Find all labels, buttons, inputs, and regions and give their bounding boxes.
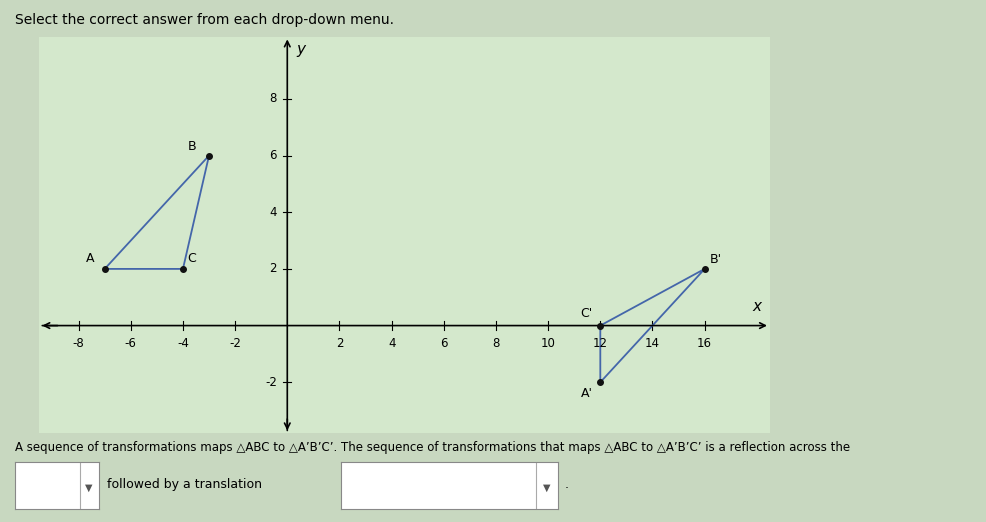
Text: 16: 16 — [696, 337, 712, 350]
Text: 6: 6 — [269, 149, 276, 162]
Text: 2: 2 — [335, 337, 343, 350]
Text: 8: 8 — [492, 337, 499, 350]
Text: A': A' — [580, 386, 592, 399]
Text: -4: -4 — [176, 337, 188, 350]
Text: x: x — [751, 299, 760, 314]
Text: A: A — [86, 252, 94, 265]
Text: followed by a translation: followed by a translation — [106, 478, 261, 491]
Text: B': B' — [709, 253, 721, 266]
Text: -2: -2 — [229, 337, 241, 350]
Text: 14: 14 — [644, 337, 660, 350]
Text: 4: 4 — [387, 337, 395, 350]
Text: ▼: ▼ — [85, 483, 93, 493]
Text: 6: 6 — [440, 337, 447, 350]
Text: C': C' — [580, 307, 592, 320]
Text: 8: 8 — [269, 92, 276, 105]
Text: A sequence of transformations maps △ABC to △A’B’C’. The sequence of transformati: A sequence of transformations maps △ABC … — [15, 441, 849, 454]
Text: 2: 2 — [269, 263, 276, 276]
Text: ▼: ▼ — [542, 483, 550, 493]
Text: 10: 10 — [540, 337, 555, 350]
Text: B: B — [187, 140, 196, 153]
Text: -6: -6 — [124, 337, 137, 350]
Text: y: y — [296, 42, 305, 57]
Text: -2: -2 — [264, 376, 276, 389]
Text: Select the correct answer from each drop-down menu.: Select the correct answer from each drop… — [15, 13, 393, 27]
Text: -8: -8 — [73, 337, 85, 350]
Text: .: . — [564, 478, 568, 491]
Text: 12: 12 — [593, 337, 607, 350]
Text: C: C — [186, 252, 195, 265]
Text: 4: 4 — [269, 206, 276, 219]
